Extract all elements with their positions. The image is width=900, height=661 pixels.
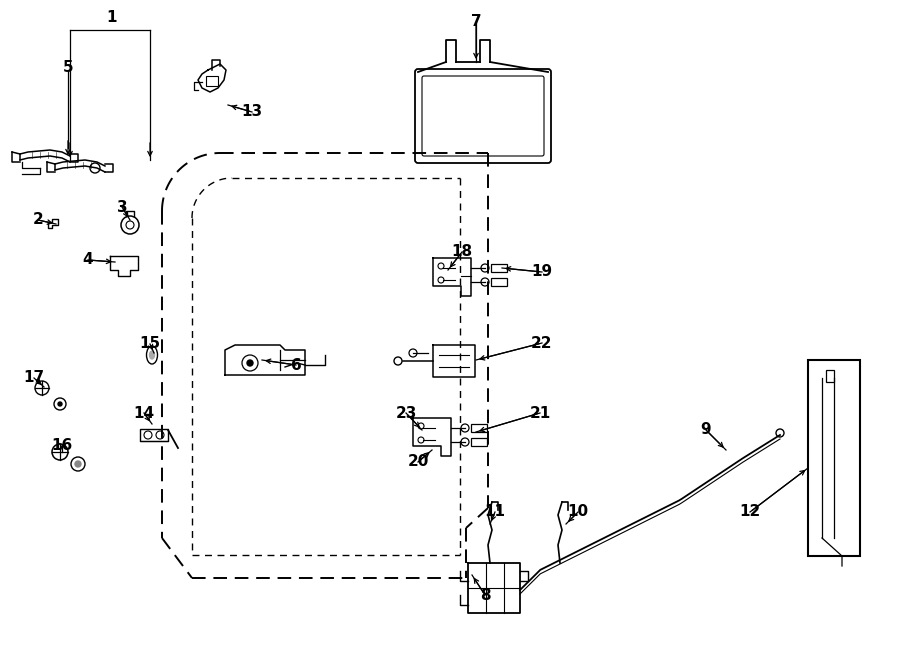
Text: 17: 17 [23,371,45,385]
Text: 15: 15 [140,336,160,352]
Bar [808,360,860,556]
Circle shape [58,402,62,406]
Circle shape [247,360,253,366]
Bar [491,278,507,286]
Text: 19: 19 [531,264,553,280]
Bar [471,438,487,446]
Text: 12: 12 [740,504,760,520]
Text: 16: 16 [51,438,73,453]
Text: 18: 18 [452,245,472,260]
Text: 7: 7 [471,15,482,30]
Text: 22: 22 [531,336,553,350]
Bar [491,264,507,272]
Text: 6: 6 [291,358,302,373]
Text: 20: 20 [408,455,428,469]
Text: 5: 5 [63,61,73,75]
Text: 3: 3 [117,200,127,215]
Text: 9: 9 [701,422,711,438]
Text: 10: 10 [567,504,589,520]
Text: 21: 21 [529,405,551,420]
Text: 11: 11 [484,504,506,520]
Ellipse shape [149,351,155,359]
Bar [471,424,487,432]
Bar [140,429,168,441]
Text: 4: 4 [83,253,94,268]
Text: 14: 14 [133,405,155,420]
Text: 1: 1 [107,11,117,26]
Text: 8: 8 [480,588,491,602]
Bar [206,76,218,86]
Text: 13: 13 [241,104,263,120]
Circle shape [75,461,81,467]
Bar [826,370,834,382]
Text: 23: 23 [395,405,417,420]
Text: 2: 2 [32,212,43,227]
